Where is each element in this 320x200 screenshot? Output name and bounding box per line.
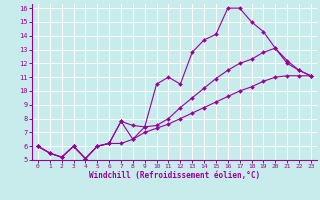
X-axis label: Windchill (Refroidissement éolien,°C): Windchill (Refroidissement éolien,°C) <box>89 171 260 180</box>
